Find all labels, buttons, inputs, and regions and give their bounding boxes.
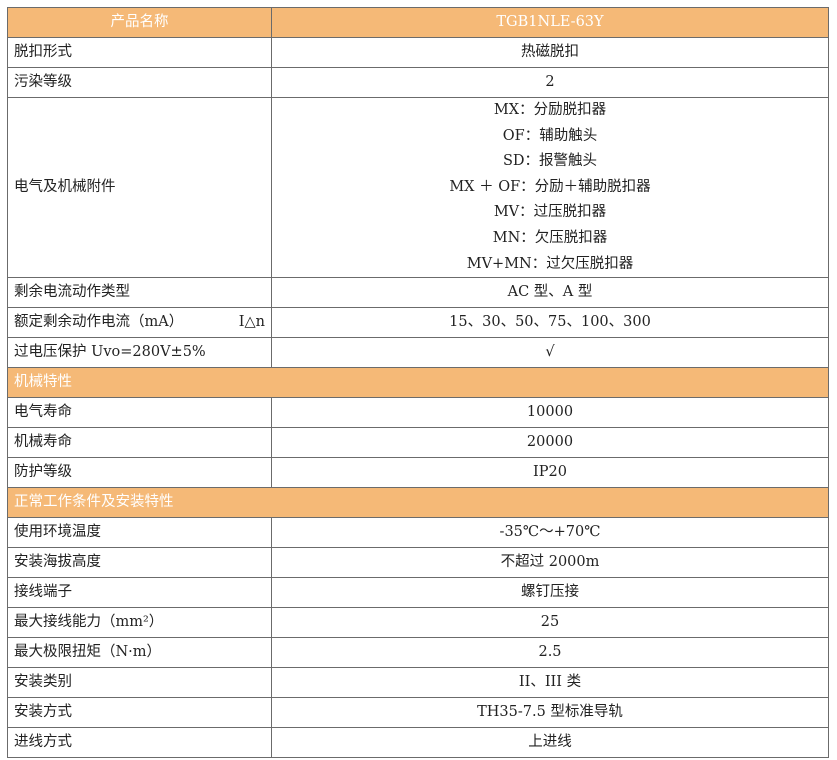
table-row: 最大接线能力（mm²） 25 (7, 607, 829, 639)
table-row: 安装类别 II、III 类 (7, 667, 829, 699)
row-value: AC 型、A 型 (271, 277, 829, 309)
row-label: 过电压保护 Uvo=280V±5% (7, 337, 272, 369)
section-title: 机械特性 (7, 367, 829, 399)
row-value: II、III 类 (271, 667, 829, 699)
table-row: 电气寿命 10000 (7, 397, 829, 429)
row-label: 使用环境温度 (7, 517, 272, 549)
row-label-text: 额定剩余动作电流（mA） (14, 314, 184, 331)
table-row: 脱扣形式 热磁脱扣 (7, 37, 829, 68)
row-value: 10000 (271, 397, 829, 429)
table-row: 最大极限扭矩（N·m） 2.5 (7, 637, 829, 669)
row-value: 2.5 (271, 637, 829, 669)
row-label: 进线方式 (7, 727, 272, 759)
row-label: 电气及机械附件 (7, 96, 272, 279)
table-row: 安装方式 TH35-7.5 型标准导轨 (7, 697, 829, 729)
section-header-row: 机械特性 (7, 367, 829, 399)
row-value: 25 (271, 607, 829, 639)
row-label: 额定剩余动作电流（mA） I△n (7, 307, 272, 339)
row-label: 电气寿命 (7, 397, 272, 429)
row-value-list: MX：分励脱扣器 OF：辅助触头 SD：报警触头 MX ＋ OF：分励＋辅助脱扣器 MV… (271, 96, 829, 279)
row-value-item: OF：辅助触头 (502, 127, 598, 144)
row-value: 2 (271, 67, 829, 98)
row-label: 剩余电流动作类型 (7, 277, 272, 309)
row-value: √ (271, 337, 829, 369)
row-value-item: MV+MN：过欠压脱扣器 (466, 255, 634, 272)
row-label: 脱扣形式 (7, 37, 272, 68)
spec-table: 产品名称 TGB1NLE-63Y 脱扣形式 热磁脱扣 污染等级 2 电气及机械附件 MX：… (7, 7, 829, 759)
table-row: 过电压保护 Uvo=280V±5% √ (7, 337, 829, 369)
row-label-symbol: I△n (238, 314, 265, 331)
table-row: 接线端子 螺钉压接 (7, 577, 829, 609)
header-value: TGB1NLE-63Y (271, 7, 829, 38)
row-value-item: MX：分励脱扣器 (493, 102, 607, 118)
row-value: 上进线 (271, 727, 829, 759)
table-row: 电气及机械附件 MX：分励脱扣器 OF：辅助触头 SD：报警触头 MX ＋ OF：分励＋… (7, 96, 829, 279)
section-title: 正常工作条件及安装特性 (7, 487, 829, 519)
row-label: 最大极限扭矩（N·m） (7, 637, 272, 669)
row-value-item: MN：欠压脱扣器 (492, 229, 608, 246)
table-row: 使用环境温度 -35℃～+70℃ (7, 517, 829, 549)
row-value: 热磁脱扣 (271, 37, 829, 68)
table-row: 污染等级 2 (7, 67, 829, 98)
table-header-row: 产品名称 TGB1NLE-63Y (7, 7, 829, 38)
table-row: 额定剩余动作电流（mA） I△n 15、30、50、75、100、300 (7, 307, 829, 339)
row-value: 螺钉压接 (271, 577, 829, 609)
row-label: 污染等级 (7, 67, 272, 98)
row-value-item: SD：报警触头 (502, 153, 598, 170)
table-row: 剩余电流动作类型 AC 型、A 型 (7, 277, 829, 309)
table-row: 机械寿命 20000 (7, 427, 829, 459)
row-label-wrap: 额定剩余动作电流（mA） I△n (14, 315, 265, 330)
header-label: 产品名称 (7, 7, 272, 38)
row-label: 防护等级 (7, 457, 272, 489)
section-header-row: 正常工作条件及安装特性 (7, 487, 829, 519)
row-label: 安装海拔高度 (7, 547, 272, 579)
row-value-item: MV：过压脱扣器 (493, 204, 607, 221)
row-label: 安装类别 (7, 667, 272, 699)
row-value: 不超过 2000m (271, 547, 829, 579)
row-value: IP20 (271, 457, 829, 489)
row-label: 机械寿命 (7, 427, 272, 459)
table-row: 进线方式 上进线 (7, 727, 829, 759)
row-value: 20000 (271, 427, 829, 459)
row-label: 接线端子 (7, 577, 272, 609)
row-value: TH35-7.5 型标准导轨 (271, 697, 829, 729)
table-row: 防护等级 IP20 (7, 457, 829, 489)
row-value-item: MX ＋ OF：分励＋辅助脱扣器 (449, 178, 651, 195)
row-label: 最大接线能力（mm²） (7, 607, 272, 639)
row-value: 15、30、50、75、100、300 (271, 307, 829, 339)
row-label: 安装方式 (7, 697, 272, 729)
table-row: 安装海拔高度 不超过 2000m (7, 547, 829, 579)
row-value: -35℃～+70℃ (271, 517, 829, 549)
